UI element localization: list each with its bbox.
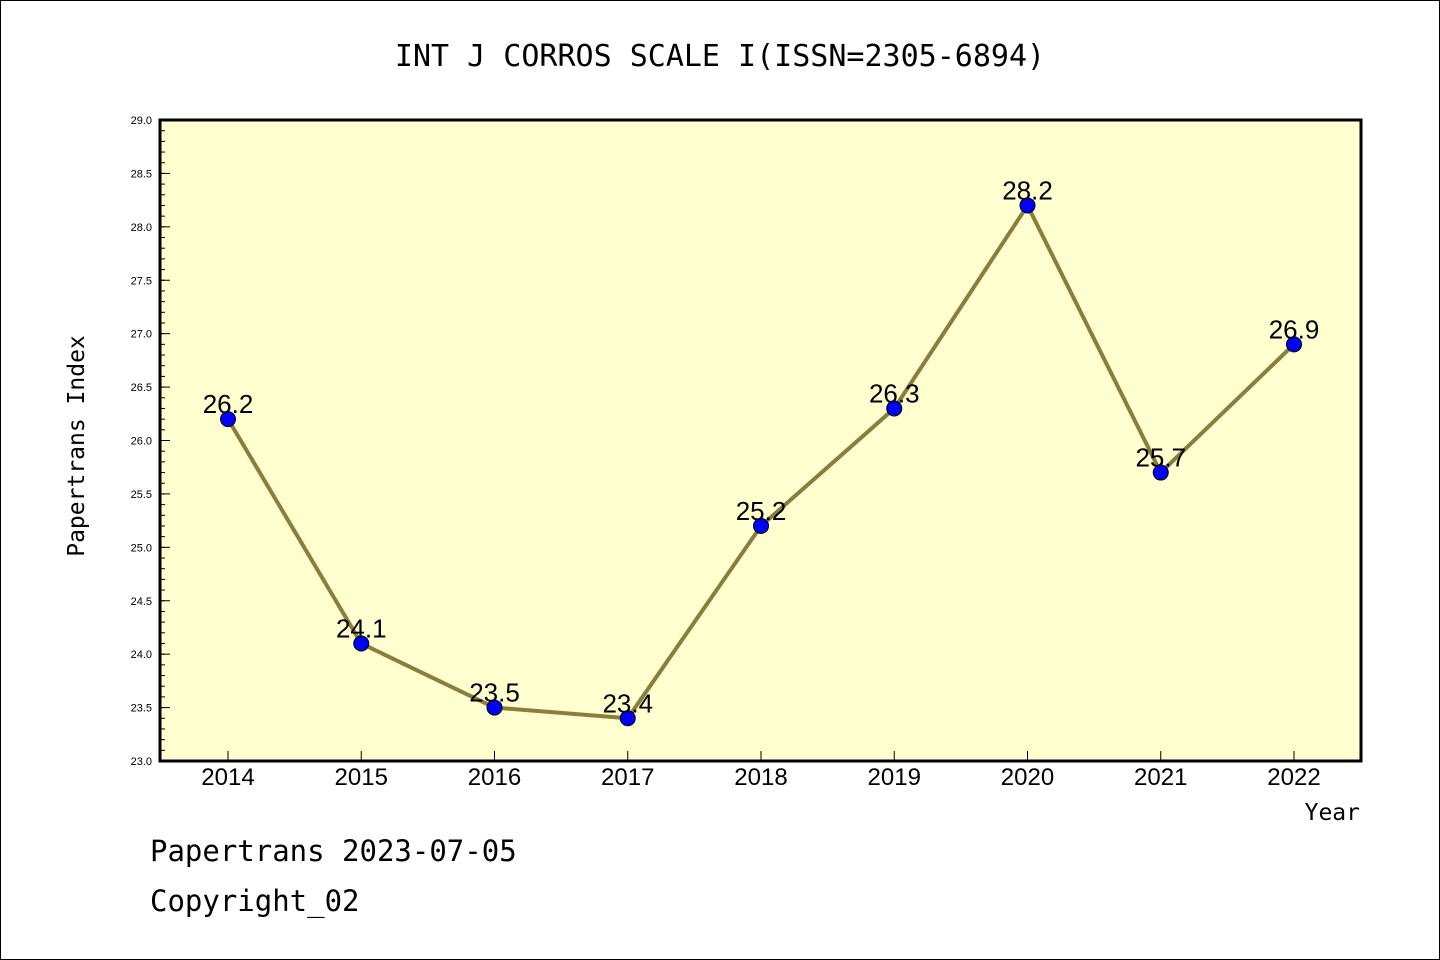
data-label: 24.1 (336, 613, 387, 643)
x-axis: 2014 2015 2016 2017 2018 2019 2020 2021 2022 (201, 751, 1321, 791)
y-tick-label: 23.0 (131, 756, 152, 768)
y-tick-label: 27.0 (131, 329, 152, 341)
chart-title: INT J CORROS SCALE I(ISSN=2305-6894) (395, 39, 1045, 74)
data-point (220, 411, 236, 428)
x-tick-label: 2022 (1267, 764, 1320, 791)
data-point (753, 517, 769, 534)
data-label: 23.5 (469, 678, 520, 708)
plot-area (158, 118, 1363, 763)
data-point (486, 699, 503, 716)
x-tick-label: 2021 (1134, 764, 1187, 791)
x-tick-label: 2018 (734, 764, 787, 791)
data-label: 26.9 (1269, 314, 1320, 344)
x-tick-label: 2015 (335, 764, 388, 791)
data-label: 28.2 (1002, 175, 1053, 205)
y-tick-label: 26.0 (131, 436, 152, 448)
footer-date: Papertrans 2023-07-05 (150, 834, 517, 868)
data-labels: 26.2 24.1 23.5 23.4 25.2 26.3 28.2 25.7 26.9 (203, 175, 1320, 718)
data-point (619, 710, 636, 727)
y-axis: 23.0 23.5 24.0 24.5 25.0 25.5 26.0 26.5 27.0 27.5… (131, 115, 170, 768)
data-point (353, 635, 370, 652)
y-tick-label: 25.5 (131, 489, 152, 501)
y-axis-label: Papertrans Index (64, 335, 90, 557)
x-tick-label: 2014 (201, 764, 254, 791)
x-axis-label: Year (1305, 800, 1360, 826)
data-label: 25.7 (1135, 443, 1186, 473)
x-tick-label: 2017 (601, 764, 654, 791)
series-markers (220, 197, 1302, 727)
data-label: 23.4 (602, 688, 653, 718)
x-tick-label: 2016 (468, 764, 521, 791)
y-tick-label: 28.0 (131, 222, 152, 234)
y-tick-label: 27.5 (131, 275, 152, 287)
data-point (886, 400, 903, 417)
data-point (1019, 197, 1036, 214)
data-point (1286, 336, 1302, 353)
y-tick-label: 25.0 (131, 542, 152, 554)
y-tick-label: 24.0 (131, 649, 152, 661)
y-tick-label: 24.5 (131, 596, 152, 608)
data-label: 26.2 (203, 389, 254, 419)
y-tick-label: 29.0 (131, 115, 152, 127)
y-tick-label: 28.5 (131, 168, 152, 180)
y-tick-label: 26.5 (131, 382, 152, 394)
footer-copyright: Copyright_02 (150, 884, 360, 918)
data-point (1152, 464, 1169, 481)
data-label: 26.3 (869, 378, 920, 408)
x-tick-label: 2020 (1001, 764, 1054, 791)
data-label: 25.2 (736, 496, 787, 526)
y-tick-label: 23.5 (131, 703, 152, 715)
x-tick-label: 2019 (868, 764, 921, 791)
